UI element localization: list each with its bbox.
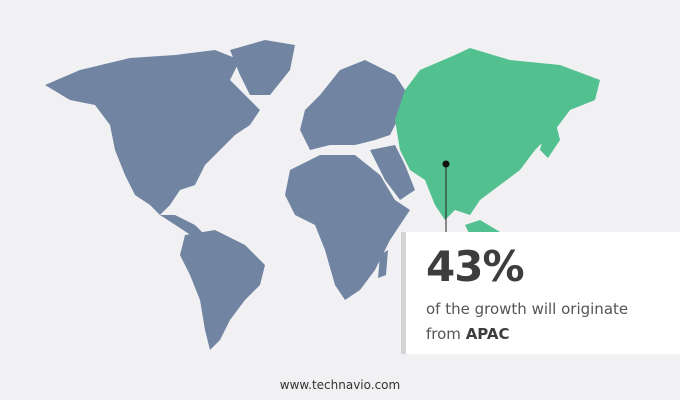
africa (285, 155, 410, 300)
north-america (45, 50, 260, 215)
japan (540, 120, 560, 158)
middle-east (370, 145, 415, 200)
europe (300, 60, 405, 150)
footer-website: www.technavio.com (279, 378, 401, 392)
growth-percentage: 43% (426, 242, 525, 291)
south-america (180, 230, 265, 350)
marker-dot (442, 160, 450, 168)
callout-card: 43% of the growth will originate from AP… (401, 232, 680, 354)
rest-of-world-regions (45, 40, 415, 350)
greenland (230, 40, 295, 95)
madagascar (378, 250, 388, 278)
callout-text-line2: from APAC (426, 325, 510, 343)
asia (395, 48, 600, 220)
callout-text-line1: of the growth will originate (426, 300, 629, 318)
central-america (160, 215, 205, 238)
callout-region: APAC (465, 325, 510, 343)
apac-region (395, 48, 600, 238)
callout-prefix: from (426, 325, 466, 343)
